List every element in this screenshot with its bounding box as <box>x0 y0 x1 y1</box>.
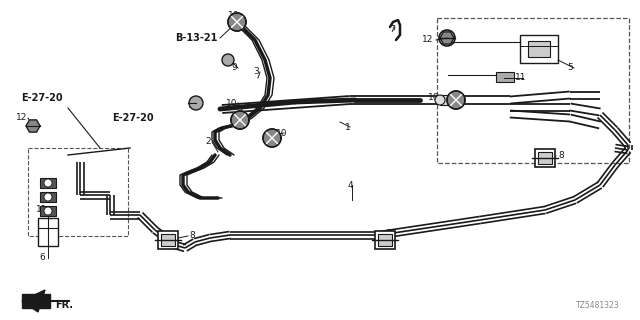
Text: 2: 2 <box>205 138 211 147</box>
Text: E-27-20: E-27-20 <box>21 93 63 103</box>
Polygon shape <box>263 129 281 147</box>
Text: E-27-20: E-27-20 <box>112 113 154 123</box>
Bar <box>440 95 454 105</box>
Bar <box>538 152 552 164</box>
Text: 7: 7 <box>389 26 395 35</box>
Polygon shape <box>22 294 50 308</box>
Text: TZ5481323: TZ5481323 <box>577 301 620 310</box>
Text: 10: 10 <box>276 129 288 138</box>
Bar <box>40 192 56 202</box>
Text: 4: 4 <box>347 180 353 189</box>
Text: 9: 9 <box>231 63 237 73</box>
Text: 10: 10 <box>228 11 240 20</box>
Circle shape <box>435 95 445 105</box>
Text: 13: 13 <box>188 100 200 109</box>
Text: 8: 8 <box>385 229 391 238</box>
Bar <box>28 148 128 236</box>
Text: 5: 5 <box>567 63 573 73</box>
Text: 10: 10 <box>428 93 440 102</box>
Bar <box>40 206 56 216</box>
Text: 11: 11 <box>515 74 527 83</box>
Bar <box>375 231 395 249</box>
Bar <box>437 18 629 163</box>
Bar <box>520 35 558 63</box>
Text: 1: 1 <box>345 123 351 132</box>
Circle shape <box>189 96 203 110</box>
Polygon shape <box>26 120 40 132</box>
Text: 8: 8 <box>558 151 564 161</box>
Text: FR.: FR. <box>55 300 73 310</box>
Circle shape <box>44 193 52 201</box>
Polygon shape <box>447 91 465 109</box>
Text: 8: 8 <box>189 231 195 241</box>
Bar <box>378 234 392 246</box>
Text: 11: 11 <box>36 205 48 214</box>
Bar <box>528 41 550 57</box>
Polygon shape <box>22 290 45 312</box>
Circle shape <box>44 207 52 215</box>
Circle shape <box>222 54 234 66</box>
Polygon shape <box>440 32 454 44</box>
Polygon shape <box>228 13 246 31</box>
Text: 12: 12 <box>422 36 434 44</box>
Text: B-13-21: B-13-21 <box>175 33 217 43</box>
Bar <box>40 178 56 188</box>
Text: 6: 6 <box>39 253 45 262</box>
Polygon shape <box>231 111 249 129</box>
Text: 10: 10 <box>227 99 237 108</box>
Text: 12: 12 <box>16 114 28 123</box>
Bar <box>535 149 555 167</box>
Bar <box>496 72 514 82</box>
Text: 3: 3 <box>253 68 259 76</box>
Circle shape <box>44 179 52 187</box>
Bar <box>158 231 178 249</box>
Bar <box>38 218 58 246</box>
Bar <box>161 234 175 246</box>
